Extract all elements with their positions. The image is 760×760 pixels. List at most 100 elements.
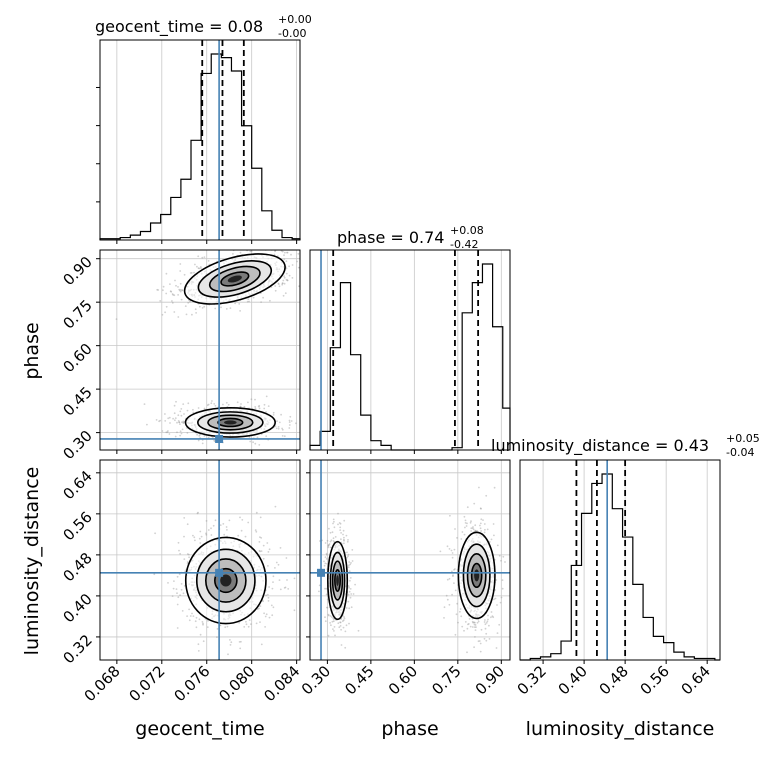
sample-point [325,593,328,596]
sample-point [271,614,274,617]
x-tick-label-phase-3: 0.75 [428,662,464,698]
title-geocent-time: geocent_time = 0.08 +0.00 -0.00 [95,13,312,40]
sample-point [188,619,191,622]
sample-point [181,289,184,292]
sample-point [250,398,253,401]
sample-point [277,563,280,566]
sample-point [200,535,203,538]
sample-point [329,540,332,543]
sample-point [279,588,282,591]
sample-point [210,534,213,536]
truth-marker [215,568,224,577]
title-phase-main: phase = 0.74 [337,228,444,247]
sample-point [179,594,182,596]
sample-point [281,250,284,253]
sample-point [173,294,176,297]
sample-point [354,583,356,586]
sample-point [161,313,164,316]
sample-point [492,616,495,619]
sample-point [167,417,170,420]
sample-point [318,584,321,587]
title-phase: phase = 0.74 +0.08 -0.42 [337,224,484,251]
sample-point [480,530,482,532]
sample-point [345,534,348,537]
sample-point [260,643,263,646]
sample-point [501,587,504,590]
sample-point [473,646,475,649]
sample-point [291,264,294,266]
sample-point [227,653,229,656]
sample-point [226,529,228,531]
sample-point [284,586,287,589]
sample-point [265,435,268,438]
sample-point [491,615,494,618]
sample-point [207,403,210,406]
histogram-luminosity-distance [520,473,720,661]
sample-point [167,582,169,584]
sample-point [452,575,454,577]
sample-point [216,628,219,630]
sample-point [166,431,169,434]
sample-point [296,260,298,263]
sample-point [346,551,348,554]
sample-point [165,272,168,275]
sample-point [285,272,288,275]
sample-point [278,579,281,581]
hist-panel-luminosity-distance: 0.32 0.40 0.48 0.56 0.64 [514,459,721,698]
sample-point [477,640,480,643]
sample-point [456,602,459,605]
sample-point [345,624,348,627]
sample-point [197,407,200,409]
sample-point [262,544,265,547]
sample-point [201,442,204,445]
sample-point [143,403,146,405]
sample-point [179,430,182,433]
sample-point [187,402,190,405]
sample-point [486,528,489,531]
sample-point [252,296,255,299]
sample-point [443,606,446,609]
sample-point [199,542,202,544]
sample-point [332,522,334,525]
sample-point [203,407,206,410]
sample-point [329,531,332,534]
sample-point [340,644,343,646]
sample-point [339,621,341,624]
sample-point [327,613,330,616]
sample-point [502,555,505,558]
contour-level-4-blob-0 [220,574,232,587]
sample-point [230,641,233,644]
sample-point [329,615,332,617]
sample-point [167,430,169,432]
sample-point [439,550,442,553]
contour-level-4-blob-0 [336,575,339,586]
sample-point [468,618,471,620]
sample-point [326,539,329,542]
sample-point [180,408,183,410]
sample-point [274,505,277,508]
sample-point [173,412,176,415]
sample-point [169,290,172,293]
sample-point [295,422,297,425]
sample-point [467,623,469,626]
sample-point [174,435,177,438]
sample-point [262,296,264,299]
sample-point [487,618,489,621]
sample-point [199,266,202,268]
sample-point [327,544,330,547]
sample-point [169,422,171,424]
sample-point [483,621,486,623]
title-luminosity-distance-upper: +0.05 [726,432,760,445]
sample-point [494,597,497,600]
sample-point [277,426,280,428]
sample-point [244,535,247,538]
sample-point [463,533,466,536]
sample-point [255,511,258,514]
sample-point [238,303,241,305]
sample-point [337,512,339,515]
sample-point [339,526,342,529]
sample-point [288,274,291,277]
title-phase-lower: -0.42 [450,238,478,251]
sample-point [479,522,482,525]
sample-point [297,266,300,269]
